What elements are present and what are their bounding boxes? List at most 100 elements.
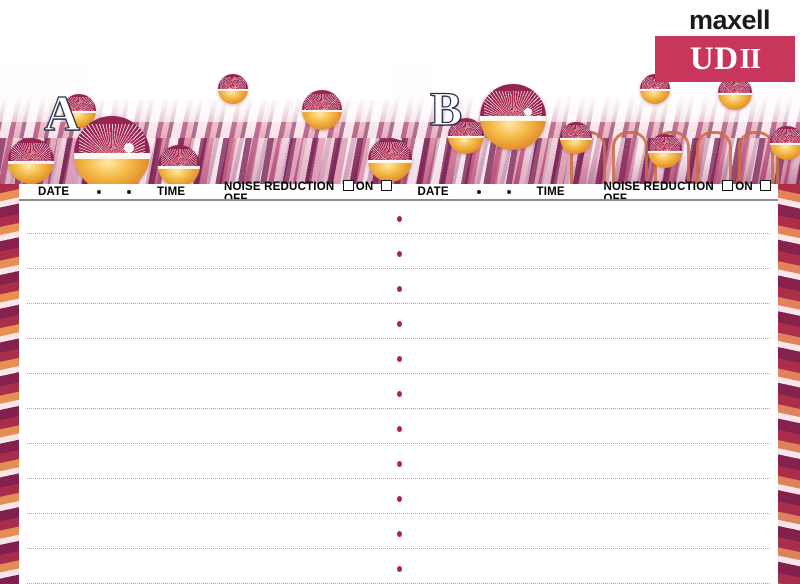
date-separator-dot-1-b — [476, 190, 481, 194]
type-main: UD — [689, 40, 739, 77]
center-divider-dot — [396, 426, 402, 432]
sphere-equator — [640, 88, 670, 92]
center-divider-dot — [396, 356, 402, 362]
artwork-stem — [738, 131, 774, 184]
artwork-sphere — [8, 138, 54, 184]
sphere-rays — [10, 142, 52, 165]
type-roman: II — [739, 42, 762, 75]
sheet-rule-line — [27, 233, 770, 234]
artwork-sphere — [648, 134, 682, 168]
sphere-rays — [160, 149, 198, 170]
sphere-equator — [62, 110, 96, 114]
sphere-bottom — [480, 120, 546, 150]
sphere-bottom — [302, 112, 342, 130]
sphere-rays — [304, 94, 340, 114]
center-divider-dot — [396, 321, 402, 327]
checkbox-on-b[interactable] — [722, 179, 734, 191]
artwork-sphere — [368, 138, 412, 182]
artwork-sphere — [302, 90, 342, 130]
artwork-stem — [612, 131, 648, 184]
artwork-sphere — [448, 118, 484, 154]
sphere-rays — [370, 142, 410, 164]
noise-reduction-label-a: NOISE REDUCTION — [224, 180, 335, 193]
artwork-sphere — [218, 74, 248, 104]
track-listing-sheet[interactable] — [19, 201, 778, 584]
sphere-equator — [480, 116, 546, 123]
sphere-bottom — [158, 168, 200, 184]
date-separator-dot-2-a — [127, 190, 131, 194]
sphere-rays — [450, 121, 482, 139]
noise-reduction-label-b: NOISE REDUCTION — [603, 180, 714, 193]
date-separator-dot-2-b — [506, 190, 511, 194]
sphere-rays — [650, 137, 680, 154]
time-label-a: TIME — [157, 186, 186, 198]
sphere-bottom — [74, 158, 150, 184]
center-divider-dot — [396, 496, 402, 502]
sphere-bottom — [560, 139, 592, 154]
artwork-sphere — [770, 126, 800, 160]
checkbox-off-b[interactable] — [760, 179, 772, 191]
sphere-glint — [523, 107, 533, 117]
sphere-equator — [74, 153, 150, 161]
center-divider-dot — [396, 531, 402, 537]
sphere-rays — [561, 125, 591, 141]
sphere-bottom — [640, 90, 670, 104]
time-label-b: TIME — [536, 186, 565, 198]
artwork-sphere — [480, 84, 546, 150]
checkbox-off-a[interactable] — [380, 179, 392, 191]
side-letter-a: A — [43, 85, 81, 141]
header-side-b: DATE TIME NOISE REDUCTION ON OFF — [399, 179, 779, 205]
sphere-equator — [560, 137, 592, 141]
sphere-equator — [770, 142, 800, 146]
sheet-rule-line — [27, 303, 770, 304]
on-label-b: ON — [735, 180, 753, 193]
sheet-rule-line — [27, 338, 770, 339]
artwork-stem — [696, 131, 732, 184]
type-band: UD II — [655, 36, 795, 82]
sheet-rule-line — [27, 408, 770, 409]
date-label-a: DATE — [38, 186, 70, 198]
left-edge-strip — [0, 184, 19, 584]
sphere-equator — [158, 165, 200, 170]
sphere-glint — [124, 143, 135, 154]
sphere-bottom — [8, 163, 54, 184]
sheet-rule-line — [27, 548, 770, 549]
sphere-rays — [720, 79, 750, 96]
sphere-equator — [448, 135, 484, 139]
artwork-sphere — [158, 145, 200, 184]
sphere-bottom — [718, 95, 752, 110]
sphere-equator — [302, 109, 342, 114]
sphere-rays — [772, 129, 800, 146]
center-divider-dot — [396, 391, 402, 397]
sheet-rule-line — [27, 268, 770, 269]
artwork-sphere — [74, 116, 150, 184]
date-separator-dot-1-a — [97, 190, 101, 194]
sphere-bottom — [368, 162, 412, 182]
header-rule — [19, 199, 778, 201]
center-divider-dot — [396, 251, 402, 257]
sphere-rays — [64, 97, 94, 114]
maxell-logo: maxell — [688, 5, 771, 35]
sphere-bottom — [648, 153, 682, 168]
sphere-bottom — [770, 145, 800, 160]
center-divider-dot — [396, 461, 402, 467]
artwork-sphere — [560, 122, 592, 154]
sphere-equator — [368, 159, 412, 164]
on-label-a: ON — [355, 180, 374, 193]
side-letter-b: B — [429, 83, 463, 136]
sphere-bottom — [448, 138, 484, 154]
date-label-b: DATE — [417, 186, 449, 198]
sheet-rule-line — [27, 443, 770, 444]
sheet-rule-line — [27, 373, 770, 374]
sphere-equator — [8, 160, 54, 165]
type-label: UD II — [655, 36, 795, 82]
center-divider-dot — [396, 286, 402, 292]
sphere-equator — [718, 92, 752, 96]
checkbox-on-a[interactable] — [342, 179, 354, 191]
sphere-equator — [648, 150, 682, 154]
sheet-rule-line — [27, 478, 770, 479]
header-row: DATE TIME NOISE REDUCTION ON OFF DATE TI… — [19, 179, 779, 205]
center-divider-dot — [396, 566, 402, 572]
sheet-rule-line — [27, 513, 770, 514]
